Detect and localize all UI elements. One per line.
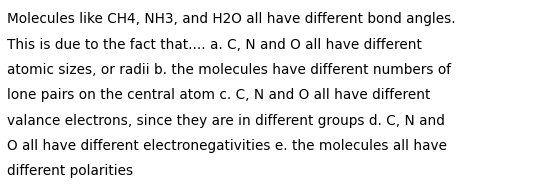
Text: Molecules like CH4, NH3, and H2O all have different bond angles.: Molecules like CH4, NH3, and H2O all hav… [7, 12, 455, 26]
Text: different polarities: different polarities [7, 164, 133, 178]
Text: lone pairs on the central atom c. C, N and O all have different: lone pairs on the central atom c. C, N a… [7, 88, 430, 102]
Text: atomic sizes, or radii b. the molecules have different numbers of: atomic sizes, or radii b. the molecules … [7, 63, 451, 77]
Text: O all have different electronegativities e. the molecules all have: O all have different electronegativities… [7, 139, 447, 153]
Text: valance electrons, since they are in different groups d. C, N and: valance electrons, since they are in dif… [7, 114, 445, 128]
Text: This is due to the fact that.... a. C, N and O all have different: This is due to the fact that.... a. C, N… [7, 38, 422, 52]
